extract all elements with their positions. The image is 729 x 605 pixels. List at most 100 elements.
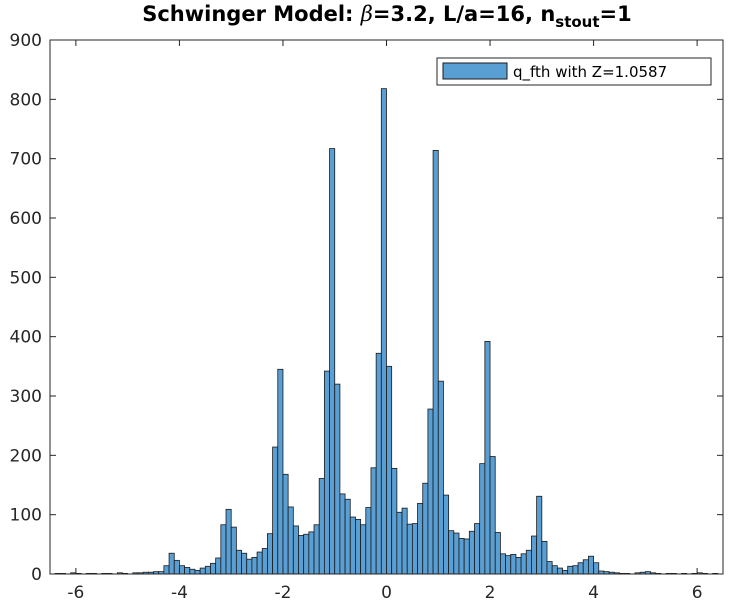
histogram-bar <box>355 519 362 575</box>
histogram-bar <box>163 565 170 575</box>
histogram-bar <box>546 561 553 575</box>
histogram-bar <box>334 383 341 575</box>
y-tick-label: 400 <box>10 328 42 348</box>
histogram-bar <box>261 548 268 575</box>
histogram-bar <box>577 562 584 575</box>
histogram-bar <box>303 533 310 575</box>
histogram-bar <box>401 507 408 575</box>
histogram-bar <box>267 533 274 575</box>
histogram-bar <box>339 493 346 575</box>
histogram-bar <box>184 567 191 575</box>
histogram-bar <box>417 502 424 575</box>
axis-tick-labels: -6 -4 -2 0 2 4 6 0 100 200 300 400 500 600 700 800 900 <box>10 31 703 603</box>
chart-title: Schwinger Model: β=3.2, L/a=16, nstout=1 <box>142 2 632 31</box>
histogram-bar <box>463 538 470 575</box>
histogram-bar <box>189 568 196 575</box>
histogram-bar <box>179 565 185 575</box>
histogram-bar <box>551 565 558 575</box>
title-suffix: =1 <box>600 2 632 26</box>
histogram-bar <box>194 570 201 575</box>
histogram-bar <box>453 532 460 575</box>
histogram-bar <box>349 516 356 575</box>
histogram-bar <box>370 467 377 575</box>
x-tick-label: -6 <box>67 583 84 603</box>
legend-label: q_fth with Z=1.0587 <box>513 63 667 82</box>
y-tick-label: 700 <box>10 150 42 170</box>
histogram-bar <box>365 507 372 575</box>
histogram-bar <box>287 506 294 575</box>
histogram-bar <box>220 524 227 575</box>
title-subscript: stout <box>555 13 599 31</box>
histogram-bar <box>199 567 206 575</box>
histogram-bar <box>484 341 491 575</box>
legend: q_fth with Z=1.0587 <box>436 57 712 86</box>
legend-swatch <box>442 62 508 80</box>
histogram-bar <box>246 558 253 575</box>
histogram-bar <box>427 408 434 575</box>
histogram-bar <box>298 535 305 575</box>
x-tick-label: 6 <box>692 583 703 603</box>
histogram-bar <box>396 511 403 575</box>
histogram-bar <box>380 88 387 575</box>
histogram-bar <box>256 551 263 575</box>
histogram-bar <box>510 554 517 575</box>
histogram-bar <box>329 148 336 575</box>
histogram-bar <box>282 473 289 575</box>
histogram-bar <box>323 370 330 575</box>
histogram-bar <box>360 524 367 575</box>
y-tick-label: 300 <box>10 387 42 407</box>
histogram-bar <box>567 565 574 575</box>
histogram-bar <box>448 530 455 575</box>
histogram-bar <box>422 482 429 575</box>
histogram-bar <box>406 523 413 575</box>
x-tick-label: 0 <box>381 583 392 603</box>
histogram-bar <box>235 549 242 575</box>
histogram-bar <box>344 498 351 575</box>
histogram-bar <box>391 467 398 575</box>
histogram-bar <box>520 553 527 575</box>
histogram-bar <box>168 552 175 575</box>
histogram-bar <box>562 570 569 575</box>
histogram-bar <box>494 532 501 575</box>
histogram-bar <box>432 149 439 575</box>
histogram-bar <box>582 559 589 575</box>
y-tick-label: 900 <box>10 31 42 51</box>
histogram-bar <box>225 508 232 575</box>
histogram-bar <box>541 540 548 575</box>
title-params: =3.2, L/a=16, n <box>373 2 555 26</box>
axes-box <box>49 39 724 575</box>
y-tick-label: 600 <box>10 209 42 229</box>
histogram-bar <box>525 549 532 575</box>
histogram-bar <box>215 557 222 575</box>
histogram-bar <box>313 524 320 575</box>
histogram-bar <box>241 552 248 575</box>
histogram-bar <box>272 446 279 575</box>
histogram-bar <box>572 565 579 575</box>
histogram-bar <box>318 478 325 575</box>
histogram-bar <box>204 565 211 575</box>
histogram-bar <box>443 494 450 575</box>
x-tick-label: -2 <box>274 583 291 603</box>
histogram-bar <box>479 463 486 575</box>
histogram-bar <box>277 368 284 575</box>
histogram-bar <box>489 456 496 575</box>
histogram-bar <box>474 523 481 575</box>
histogram-bar <box>251 556 258 575</box>
histogram-bar <box>556 567 563 575</box>
title-beta-symbol: β <box>360 2 373 26</box>
histogram-bar <box>386 365 393 575</box>
histogram-bar <box>458 538 465 575</box>
x-tick-label: 2 <box>485 583 496 603</box>
histogram-bar <box>411 523 418 575</box>
title-prefix: Schwinger Model: <box>142 2 361 26</box>
histogram-bar <box>499 553 506 575</box>
histogram-bar <box>230 526 237 575</box>
histogram-bar <box>210 562 217 575</box>
x-tick-label: -4 <box>171 583 188 603</box>
histogram-bar <box>531 535 538 575</box>
histogram-bar <box>536 495 543 575</box>
x-tick-label: 4 <box>588 583 599 603</box>
y-tick-label: 200 <box>10 446 42 466</box>
